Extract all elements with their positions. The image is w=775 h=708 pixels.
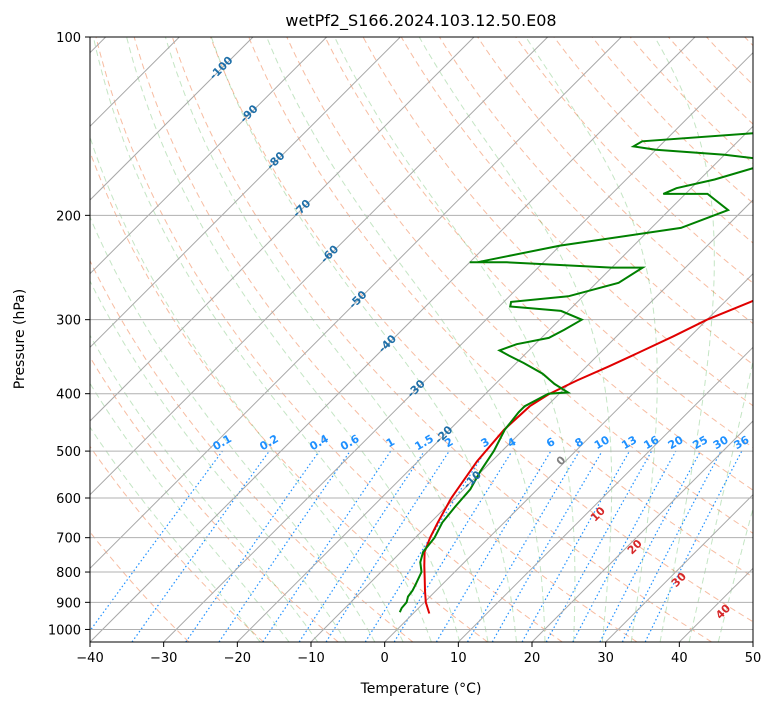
isotherm-line (531, 420, 753, 642)
dry-adiabat (90, 259, 414, 642)
moist-adiabat (164, 37, 489, 642)
dry-adiabat (171, 37, 712, 642)
mixing-ratio-line (435, 450, 552, 642)
moist-adiabat (90, 426, 261, 642)
chart-title: wetPf2_S166.2024.103.12.50.E08 (285, 11, 556, 31)
isotherm-line (90, 37, 254, 201)
moist-adiabat (90, 279, 347, 642)
plot-frame (89, 36, 754, 643)
y-tick-label: 600 (56, 492, 81, 507)
isotherm-line (90, 37, 328, 275)
x-tick-label: 20 (524, 651, 541, 666)
moist-adiabat (126, 37, 461, 642)
x-tick-label: 30 (597, 651, 614, 666)
x-tick-label: −10 (297, 651, 324, 666)
moist-adiabat (688, 358, 753, 642)
mixing-ratio-line (393, 450, 513, 642)
axes: −40 −30 −20 −10 0 10 20 30 40 50 100 200 300 400 500 60… (48, 31, 761, 666)
y-tick-label: 1000 (48, 623, 81, 638)
isotherm-line (90, 37, 696, 642)
y-tick-label: 300 (56, 314, 81, 329)
isotherm-line (457, 346, 753, 642)
moist-adiabat (92, 37, 432, 642)
mixing-ratio-line (185, 450, 320, 642)
x-tick-label: −40 (76, 651, 103, 666)
moist-adiabat (90, 382, 290, 642)
isotherm-line (310, 199, 753, 642)
dewpoint-profile-line (398, 132, 753, 613)
moist-adiabat (525, 37, 658, 642)
isotherm-line (163, 51, 753, 642)
y-tick-label: 700 (56, 532, 81, 547)
dry-adiabat (629, 37, 753, 165)
temperature-profile-line (423, 299, 753, 614)
isotherm-line (384, 272, 753, 642)
dry-adiabat (477, 37, 753, 325)
x-axis-label: Temperature (°C) (360, 681, 482, 697)
isotherm-line (90, 37, 401, 349)
x-tick-label: 40 (671, 651, 688, 666)
isotherm-line (90, 37, 549, 496)
moist-adiabat (90, 334, 319, 642)
dry-adiabat (400, 37, 753, 407)
mixing-ratio-line (572, 450, 677, 642)
moist-adiabat (717, 506, 753, 642)
y-tick-label: 100 (56, 31, 81, 46)
x-tick-label: 50 (745, 651, 762, 666)
mixing-ratio-line (364, 450, 486, 642)
isotherm-line (605, 493, 753, 642)
x-tick-label: −30 (150, 651, 177, 666)
moist-adiabat (654, 37, 715, 642)
dry-adiabat (210, 37, 753, 623)
y-tick-label: 400 (56, 388, 81, 403)
dry-adiabat (90, 445, 264, 642)
moist-adiabat (418, 37, 613, 642)
dry-adiabat (248, 37, 753, 578)
plot-area: -100-90-80-70-60-50-40-30-20-100.1 0.2 0.4… (90, 37, 753, 642)
isotherm-line (90, 37, 622, 570)
y-axis-label: Pressure (hPa) (12, 289, 28, 389)
mixing-ratio-line (325, 450, 450, 642)
mixing-ratio-line (131, 450, 270, 642)
dry-adiabat (133, 37, 638, 642)
moist-adiabat (266, 37, 546, 642)
mixing-ratio-line (218, 450, 351, 642)
y-tick-label: 200 (56, 209, 81, 224)
mixing-ratio-line (90, 450, 223, 632)
dry-adiabat (515, 37, 753, 284)
y-tick-label: 800 (56, 566, 81, 581)
y-tick-label: 500 (56, 445, 81, 460)
y-tick-label: 900 (56, 596, 81, 611)
isotherm-line (90, 37, 475, 422)
mixing-ratio-line (491, 450, 603, 642)
mixing-ratio-line (521, 450, 631, 642)
x-tick-label: 10 (450, 651, 467, 666)
x-tick-label: 0 (381, 651, 389, 666)
dry-adiabat (324, 37, 753, 491)
mixing-ratio-line (466, 450, 580, 642)
x-tick-label: −20 (224, 651, 251, 666)
